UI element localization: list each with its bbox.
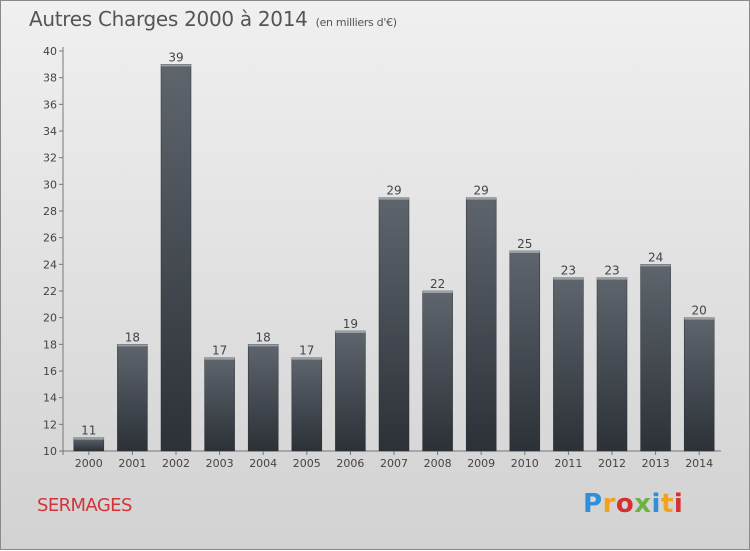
bar-highlight-2004 xyxy=(248,344,279,347)
bar-highlight-2012 xyxy=(597,277,627,280)
x-tick-label-2001: 2001 xyxy=(118,457,146,470)
bar-highlight-2010 xyxy=(509,251,540,253)
bar-2003 xyxy=(204,357,235,452)
bar-highlight-2005 xyxy=(291,357,322,360)
data-label-2002: 39 xyxy=(168,50,183,64)
bar-2008 xyxy=(422,290,453,452)
y-tick-label: 22 xyxy=(43,285,57,298)
data-label-2004: 18 xyxy=(256,330,271,344)
x-tick-label-2002: 2002 xyxy=(162,457,190,470)
commune-name: SERMAGES xyxy=(37,495,132,516)
data-label-2003: 17 xyxy=(212,344,227,358)
y-tick-label: 12 xyxy=(43,418,57,431)
bar-highlight-2013 xyxy=(640,264,671,267)
bar-2009 xyxy=(465,197,497,452)
y-tick-label: 32 xyxy=(43,152,57,165)
x-tick-label-2008: 2008 xyxy=(424,457,452,470)
bar-highlight-2014 xyxy=(684,317,715,320)
x-tick-label-2011: 2011 xyxy=(554,457,582,470)
bar-2006 xyxy=(335,330,366,452)
bar-highlight-2000 xyxy=(73,437,104,440)
bar-2010 xyxy=(509,250,541,452)
bar-highlight-2002 xyxy=(161,64,191,67)
bar-highlight-2003 xyxy=(204,357,235,360)
y-tick-label: 20 xyxy=(43,312,57,325)
bar-2013 xyxy=(640,264,671,452)
bar-2001 xyxy=(117,344,148,452)
x-tick-label-2006: 2006 xyxy=(336,457,364,470)
bar-2014 xyxy=(683,317,715,452)
bar-2002 xyxy=(160,64,192,452)
y-tick-label: 28 xyxy=(43,205,57,218)
y-tick-label: 30 xyxy=(43,178,57,191)
data-label-2011: 23 xyxy=(561,264,576,278)
chart-title-text: Autres Charges 2000 à 2014 xyxy=(29,7,308,31)
bar-2004 xyxy=(247,344,279,452)
bar-highlight-2008 xyxy=(422,291,453,293)
x-tick-label-2012: 2012 xyxy=(598,457,626,470)
x-tick-label-2005: 2005 xyxy=(293,457,321,470)
data-label-2005: 17 xyxy=(299,344,314,358)
y-tick-label: 38 xyxy=(43,72,57,85)
x-tick-label-2010: 2010 xyxy=(511,457,539,470)
data-label-2000: 11 xyxy=(81,424,96,438)
data-label-2001: 18 xyxy=(125,330,140,344)
chart-title: Autres Charges 2000 à 2014 (en milliers d… xyxy=(29,7,397,31)
bar-2007 xyxy=(378,197,410,452)
y-tick-label: 36 xyxy=(43,98,57,111)
bar-highlight-2011 xyxy=(553,277,584,280)
y-tick-label: 26 xyxy=(43,232,57,245)
x-tick-label-2013: 2013 xyxy=(642,457,670,470)
bar-2012 xyxy=(596,277,628,452)
bar-highlight-2009 xyxy=(466,197,497,200)
x-tick-label-2004: 2004 xyxy=(249,457,277,470)
bar-highlight-2001 xyxy=(117,344,148,347)
x-tick-label-2007: 2007 xyxy=(380,457,408,470)
y-tick-label: 16 xyxy=(43,365,57,378)
proxiti-logo: Proxiti xyxy=(583,489,684,519)
bar-2011 xyxy=(553,277,584,452)
data-label-2010: 25 xyxy=(517,237,532,251)
y-tick-label: 40 xyxy=(43,45,57,58)
data-label-2009: 29 xyxy=(474,184,489,198)
data-label-2012: 23 xyxy=(604,264,619,278)
y-tick-label: 14 xyxy=(43,392,57,405)
bar-highlight-2006 xyxy=(335,331,366,333)
data-label-2013: 24 xyxy=(648,250,663,264)
x-tick-label-2000: 2000 xyxy=(75,457,103,470)
x-tick-label-2009: 2009 xyxy=(467,457,495,470)
x-tick-label-2014: 2014 xyxy=(685,457,713,470)
bar-2005 xyxy=(291,357,323,452)
y-tick-label: 18 xyxy=(43,338,57,351)
x-tick-label-2003: 2003 xyxy=(206,457,234,470)
y-tick-label: 24 xyxy=(43,258,57,271)
y-tick-label: 10 xyxy=(43,445,57,458)
data-label-2014: 20 xyxy=(692,304,707,318)
data-label-2007: 29 xyxy=(386,184,401,198)
chart-subtitle: (en milliers d'€) xyxy=(315,16,397,29)
data-label-2006: 19 xyxy=(343,317,358,331)
data-label-2008: 22 xyxy=(430,277,445,291)
y-tick-label: 34 xyxy=(43,125,57,138)
bar-highlight-2007 xyxy=(379,197,409,200)
